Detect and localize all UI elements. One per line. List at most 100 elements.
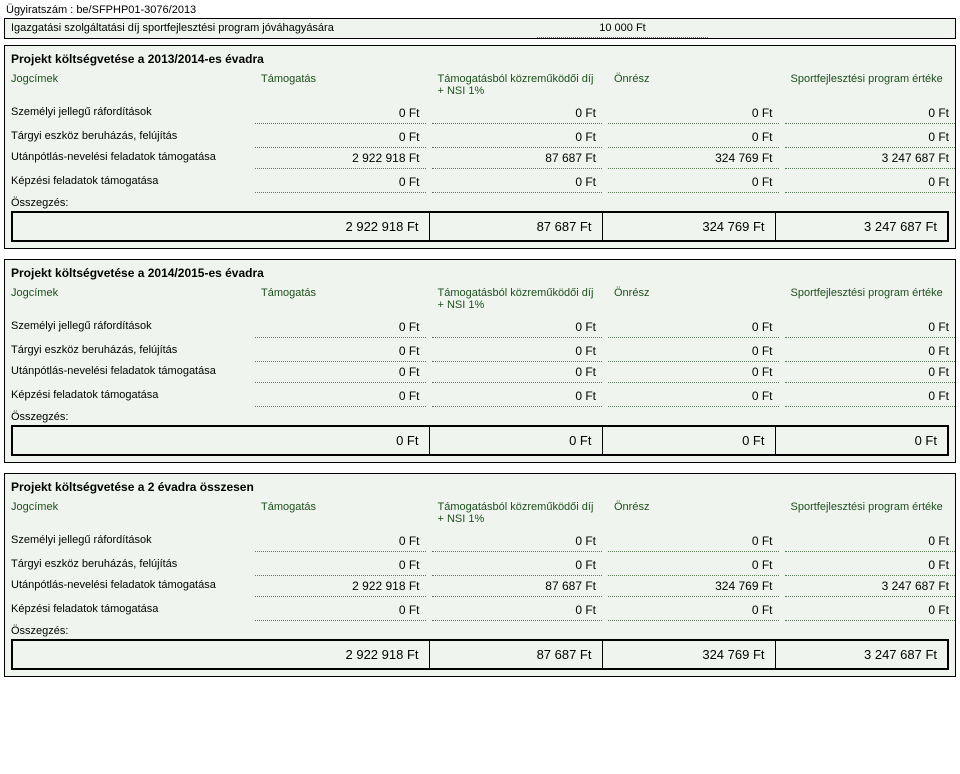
cell-value: 0 Ft [399, 534, 420, 548]
cell-value: 0 Ft [928, 320, 949, 334]
cell-value: 0 Ft [575, 175, 596, 189]
cell-value: 0 Ft [928, 365, 949, 379]
cell-value: 324 769 Ft [715, 151, 772, 165]
cell-value: 324 769 Ft [715, 579, 772, 593]
sum-row: 2 922 918 Ft 87 687 Ft 324 769 Ft 3 247 … [11, 639, 949, 670]
sum-value: 324 769 Ft [602, 640, 775, 669]
table-row: Utánpótlás-nevelési feladatok támogatása… [5, 148, 955, 169]
cell-value: 0 Ft [752, 175, 773, 189]
cell-value: 87 687 Ft [545, 151, 596, 165]
cell-value: 2 922 918 Ft [352, 151, 419, 165]
fee-value: 10 000 Ft [537, 19, 708, 38]
table-row: Utánpótlás-nevelési feladatok támogatása… [5, 576, 955, 597]
table-header: Jogcímek Támogatás Támogatásból közreműk… [5, 498, 955, 528]
hdr-tamogatas: Támogatás [255, 284, 426, 314]
cell-value: 0 Ft [399, 558, 420, 572]
row-label: Utánpótlás-nevelési feladatok támogatása [5, 362, 255, 383]
cell-value: 0 Ft [399, 106, 420, 120]
fee-box: Igazgatási szolgáltatási díj sportfejles… [4, 18, 956, 39]
sum-value: 87 687 Ft [429, 640, 602, 669]
doc-number: be/SFPHP01-3076/2013 [76, 4, 196, 16]
budget-section-total: Projekt költségvetése a 2 évadra összese… [4, 473, 956, 677]
sum-value: 2 922 918 Ft [256, 640, 429, 669]
cell-value: 0 Ft [752, 344, 773, 358]
hdr-program: Sportfejlesztési program értéke [785, 498, 956, 528]
cell-value: 0 Ft [399, 344, 420, 358]
cell-value: 0 Ft [928, 558, 949, 572]
row-label: Képzési feladatok támogatása [5, 597, 255, 621]
table-row: Tárgyi eszköz beruházás, felújítás 0 Ft … [5, 338, 955, 362]
cell-value: 0 Ft [752, 365, 773, 379]
cell-value: 0 Ft [399, 603, 420, 617]
cell-value: 0 Ft [575, 558, 596, 572]
cell-value: 0 Ft [752, 130, 773, 144]
hdr-program: Sportfejlesztési program értéke [785, 70, 956, 100]
cell-value: 0 Ft [399, 389, 420, 403]
table-row: Tárgyi eszköz beruházás, felújítás 0 Ft … [5, 552, 955, 576]
sum-value: 324 769 Ft [602, 212, 775, 241]
hdr-kozremukodoi: Támogatásból közreműködői díj + NSI 1% [432, 498, 603, 528]
row-label: Tárgyi eszköz beruházás, felújítás [5, 552, 255, 576]
table-row: Tárgyi eszköz beruházás, felújítás 0 Ft … [5, 124, 955, 148]
table-row: Képzési feladatok támogatása 0 Ft 0 Ft 0… [5, 597, 955, 621]
section-title: Projekt költségvetése a 2013/2014-es éva… [5, 46, 955, 70]
sum-value: 87 687 Ft [429, 212, 602, 241]
table-header: Jogcímek Támogatás Támogatásból közreműk… [5, 70, 955, 100]
cell-value: 0 Ft [752, 389, 773, 403]
cell-value: 0 Ft [752, 558, 773, 572]
section-title: Projekt költségvetése a 2 évadra összese… [5, 474, 955, 498]
cell-value: 0 Ft [928, 130, 949, 144]
cell-value: 3 247 687 Ft [882, 579, 949, 593]
cell-value: 0 Ft [752, 106, 773, 120]
cell-value: 0 Ft [399, 130, 420, 144]
sum-value: 2 922 918 Ft [256, 212, 429, 241]
budget-section-2014: Projekt költségvetése a 2014/2015-es éva… [4, 259, 956, 463]
row-label: Tárgyi eszköz beruházás, felújítás [5, 124, 255, 148]
row-label: Személyi jellegű ráfordítások [5, 528, 255, 552]
sum-label: Összegzés: [5, 193, 955, 211]
cell-value: 0 Ft [752, 534, 773, 548]
cell-value: 0 Ft [575, 365, 596, 379]
cell-value: 0 Ft [928, 175, 949, 189]
table-row: Képzési feladatok támogatása 0 Ft 0 Ft 0… [5, 383, 955, 407]
hdr-onresz: Önrész [608, 498, 779, 528]
sum-label: Összegzés: [5, 407, 955, 425]
row-label: Képzési feladatok támogatása [5, 169, 255, 193]
row-label: Utánpótlás-nevelési feladatok támogatása [5, 148, 255, 169]
cell-value: 0 Ft [752, 603, 773, 617]
sum-value: 3 247 687 Ft [775, 640, 948, 669]
cell-value: 0 Ft [928, 106, 949, 120]
row-label: Tárgyi eszköz beruházás, felújítás [5, 338, 255, 362]
cell-value: 0 Ft [399, 320, 420, 334]
cell-value: 0 Ft [575, 320, 596, 334]
cell-value: 0 Ft [928, 389, 949, 403]
cell-value: 2 922 918 Ft [352, 579, 419, 593]
row-label: Személyi jellegű ráfordítások [5, 314, 255, 338]
sum-value: 3 247 687 Ft [775, 212, 948, 241]
cell-value: 0 Ft [575, 130, 596, 144]
cell-value: 0 Ft [575, 389, 596, 403]
table-row: Személyi jellegű ráfordítások 0 Ft 0 Ft … [5, 528, 955, 552]
row-label: Utánpótlás-nevelési feladatok támogatása [5, 576, 255, 597]
table-row: Személyi jellegű ráfordítások 0 Ft 0 Ft … [5, 314, 955, 338]
cell-value: 0 Ft [928, 534, 949, 548]
sum-row: 0 Ft 0 Ft 0 Ft 0 Ft [11, 425, 949, 456]
cell-value: 0 Ft [928, 344, 949, 358]
doc-number-label: Ügyiratszám : [6, 4, 73, 16]
table-row: Személyi jellegű ráfordítások 0 Ft 0 Ft … [5, 100, 955, 124]
hdr-onresz: Önrész [608, 70, 779, 100]
sum-value: 0 Ft [429, 426, 602, 455]
cell-value: 87 687 Ft [545, 579, 596, 593]
sum-row: 2 922 918 Ft 87 687 Ft 324 769 Ft 3 247 … [11, 211, 949, 242]
cell-value: 0 Ft [752, 320, 773, 334]
doc-number-line: Ügyiratszám : be/SFPHP01-3076/2013 [0, 0, 960, 18]
cell-value: 3 247 687 Ft [882, 151, 949, 165]
cell-value: 0 Ft [575, 603, 596, 617]
hdr-kozremukodoi: Támogatásból közreműködői díj + NSI 1% [432, 284, 603, 314]
hdr-onresz: Önrész [608, 284, 779, 314]
row-label: Személyi jellegű ráfordítások [5, 100, 255, 124]
table-row: Képzési feladatok támogatása 0 Ft 0 Ft 0… [5, 169, 955, 193]
row-label: Képzési feladatok támogatása [5, 383, 255, 407]
hdr-jogcimek: Jogcímek [5, 498, 255, 528]
section-title: Projekt költségvetése a 2014/2015-es éva… [5, 260, 955, 284]
